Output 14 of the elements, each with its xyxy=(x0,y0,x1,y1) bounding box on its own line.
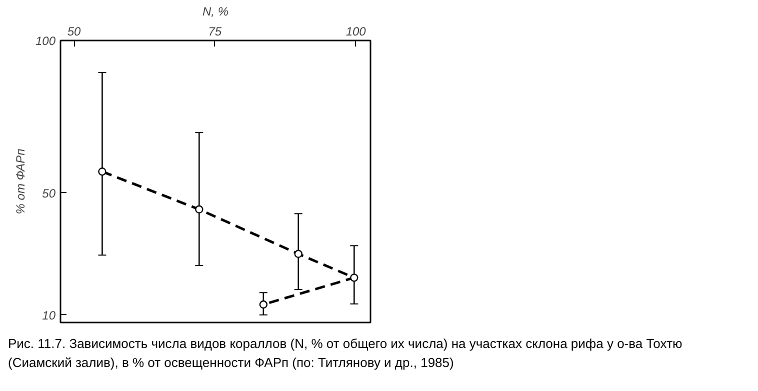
x-tick-label: 50 xyxy=(67,24,82,38)
point xyxy=(350,274,358,282)
point xyxy=(98,168,106,176)
point xyxy=(259,300,268,309)
y-tick-label: 50 xyxy=(42,186,56,200)
y-axis-title: % от ФАРп xyxy=(13,148,28,214)
point xyxy=(195,205,204,214)
x-axis-title: N, % xyxy=(202,4,229,18)
y-tick-label: 10 xyxy=(42,308,56,322)
text: Рис. 11.7. Зависимость числа видов кораллов (N, % от общего их числа) на участках склона рифа у о-ва Тохтю (Сиамский залив), в % от освещенности ФАРп (по: Титлянову и др., 1985) xyxy=(8,335,684,372)
point xyxy=(294,250,302,258)
y-tick-label: 100 xyxy=(35,34,56,48)
x-tick-label: 100 xyxy=(346,24,366,38)
x-tick-label: 75 xyxy=(208,24,222,38)
